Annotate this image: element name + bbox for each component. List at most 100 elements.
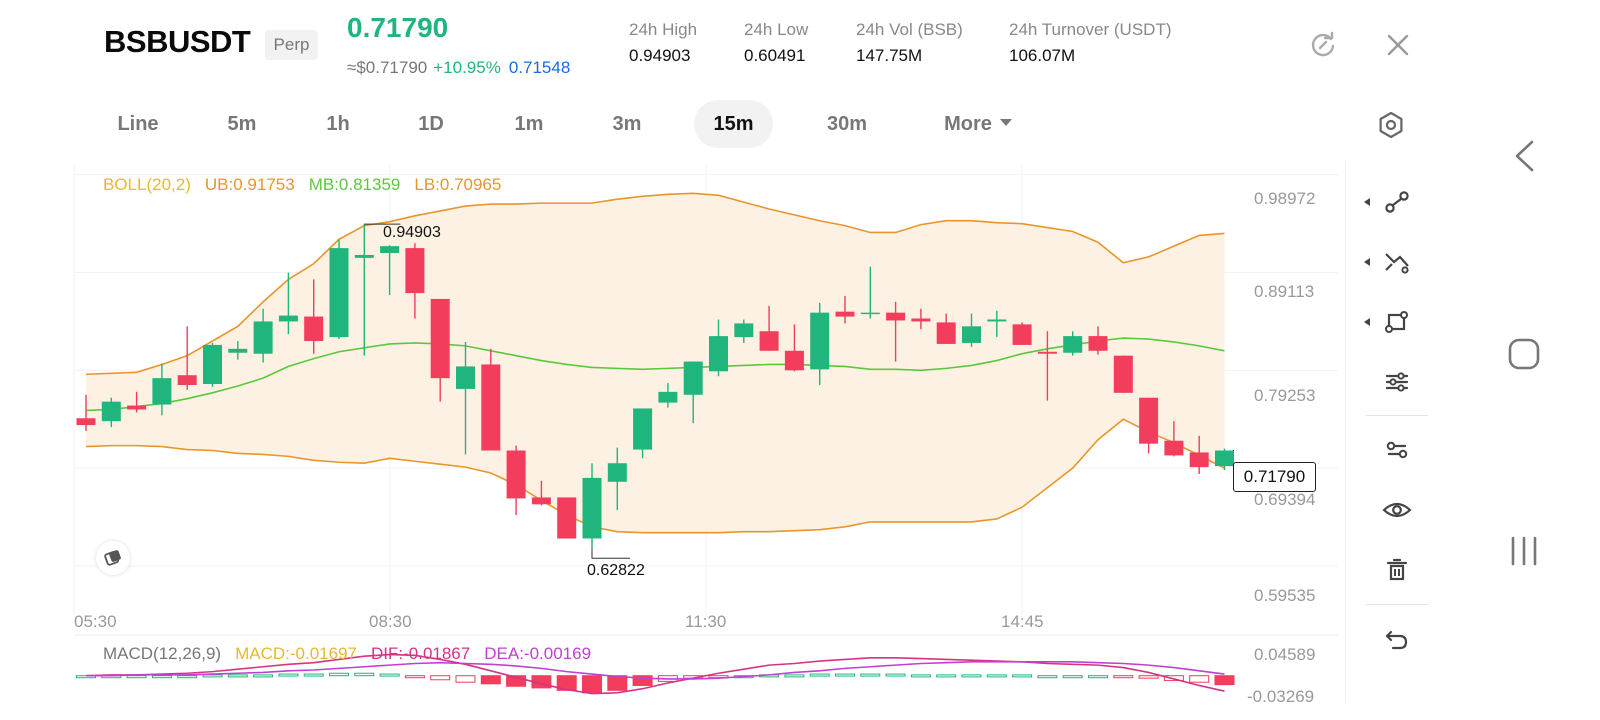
visibility-eye-icon[interactable] (1374, 490, 1420, 530)
macd-name: MACD(12,26,9) (103, 644, 222, 663)
candle-down (835, 311, 855, 317)
low-price-marker: 0.62822 (587, 562, 645, 579)
usd-price: ≈$0.71790 (347, 58, 428, 77)
tab-1h[interactable]: 1h (326, 113, 350, 135)
macd-bar-negative (455, 675, 476, 683)
stat-24h-high: 24h High 0.94903 (629, 20, 697, 66)
price-details: ≈$0.71790 +10.95% 0.71548 (347, 58, 570, 78)
candle-down (557, 497, 577, 539)
price-axis-label: 0.89113 (1254, 282, 1315, 301)
macd-bar-positive (126, 675, 147, 679)
refresh-icon[interactable] (1308, 30, 1338, 60)
stat-24h-volume: 24h Vol (BSB) 147.75M (856, 20, 963, 66)
candle-down (1139, 397, 1159, 444)
toolbar-divider (1366, 604, 1428, 605)
candle-down (936, 322, 956, 344)
macd-bar-positive (961, 674, 982, 678)
macd-bar-negative (404, 675, 425, 679)
indicator-settings-icon[interactable] (1374, 362, 1420, 402)
candle-down (886, 312, 906, 321)
trend-line-icon[interactable] (1364, 182, 1420, 222)
boll-name: BOLL(20,2) (103, 175, 191, 194)
chevron-down-icon (999, 119, 1012, 127)
macd-bar-negative (556, 675, 577, 691)
macd-bar-negative (607, 675, 628, 691)
drawing-mode-icon[interactable] (96, 541, 130, 575)
macd-bar-positive (227, 674, 248, 678)
candle-up (810, 312, 830, 370)
macd-bar-positive (278, 673, 299, 677)
close-icon[interactable] (1383, 30, 1413, 60)
submenu-arrow-icon (1364, 258, 1370, 266)
candle-up (152, 378, 172, 405)
bollinger-band-fill (86, 193, 1225, 533)
candle-up (101, 401, 121, 422)
macd-bar-positive (986, 674, 1007, 678)
drawing-settings-icon[interactable] (1374, 430, 1420, 470)
time-axis-label: 11:30 (685, 612, 727, 631)
home-square-icon[interactable] (1500, 330, 1548, 378)
candle-down (784, 350, 804, 371)
candle-up (354, 254, 374, 258)
candle-down (531, 497, 551, 505)
drawing-toolbar (1345, 162, 1442, 702)
candle-up (456, 366, 475, 389)
macd-bar-positive (784, 674, 805, 678)
shape-tool-icon[interactable] (1364, 302, 1420, 342)
price-axis-label: 0.79253 (1254, 386, 1316, 405)
candle-down (1012, 324, 1032, 345)
candle-down (76, 418, 96, 426)
chart-settings-icon[interactable] (1376, 110, 1406, 140)
tab-5m[interactable]: 5m (227, 113, 257, 135)
macd-bar-negative (1138, 675, 1159, 679)
macd-dif: DIF:-0.01867 (371, 644, 471, 663)
macd-bar-negative (1163, 675, 1184, 682)
macd-bar-positive (1062, 675, 1083, 679)
back-arrow-icon[interactable] (1500, 132, 1548, 180)
price-chart-svg[interactable] (0, 160, 1345, 720)
submenu-arrow-icon (1364, 198, 1370, 206)
macd-bar-positive (1012, 674, 1033, 678)
ticker-header: BSBUSDT Perp 0.71790 ≈$0.71790 +10.95% 0.7… (0, 0, 1600, 95)
macd-value: MACD:-0.01697 (235, 644, 357, 663)
tab-more[interactable]: More (930, 100, 1026, 148)
macd-axis-label: 0.04589 (1254, 645, 1316, 664)
recents-icon[interactable] (1500, 527, 1548, 575)
tab-30m[interactable]: 30m (826, 113, 868, 135)
candle-up (633, 408, 653, 450)
candle-down (405, 248, 425, 294)
macd-bar-negative (582, 675, 602, 694)
candle-up (734, 323, 754, 338)
boll-legend: BOLL(20,2) UB:0.91753 MB:0.81359 LB:0.70965 (103, 175, 515, 195)
macd-bar-positive (177, 675, 198, 679)
macd-bar-positive (809, 673, 830, 677)
candle-down (1088, 336, 1108, 351)
candle-up (962, 326, 981, 343)
candle-down (759, 331, 779, 351)
tab-15m[interactable]: 15m (694, 100, 773, 148)
boll-lower-line (85, 418, 1225, 534)
time-axis-label: 08:30 (369, 612, 412, 631)
candle-up (278, 315, 298, 322)
boll-ub: UB:0.91753 (204, 175, 295, 194)
candle-down (1037, 351, 1057, 354)
macd-bar-negative (632, 675, 653, 686)
tab-1m[interactable]: 1m (514, 113, 544, 135)
trash-icon[interactable] (1374, 550, 1420, 590)
macd-bar-positive (354, 672, 375, 677)
tab-1d[interactable]: 1D (418, 113, 444, 135)
macd-bar-negative (1113, 675, 1134, 679)
candle-up (987, 319, 1007, 322)
chart-area[interactable]: BOLL(20,2) UB:0.91753 MB:0.81359 LB:0.70965… (0, 160, 1600, 720)
symbol-title[interactable]: BSBUSDT (104, 24, 251, 59)
macd-bar-positive (253, 674, 274, 678)
candle-up (380, 246, 400, 253)
tab-line[interactable]: Line (117, 113, 159, 135)
tab-3m[interactable]: 3m (612, 113, 642, 135)
submenu-arrow-icon (1364, 318, 1370, 326)
price-axis-label: 0.59535 (1254, 586, 1316, 605)
undo-icon[interactable] (1374, 620, 1420, 660)
stat-label: 24h Turnover (USDT) (1009, 20, 1172, 39)
high-price-marker: 0.94903 (383, 224, 441, 241)
fibonacci-tool-icon[interactable] (1364, 242, 1420, 282)
